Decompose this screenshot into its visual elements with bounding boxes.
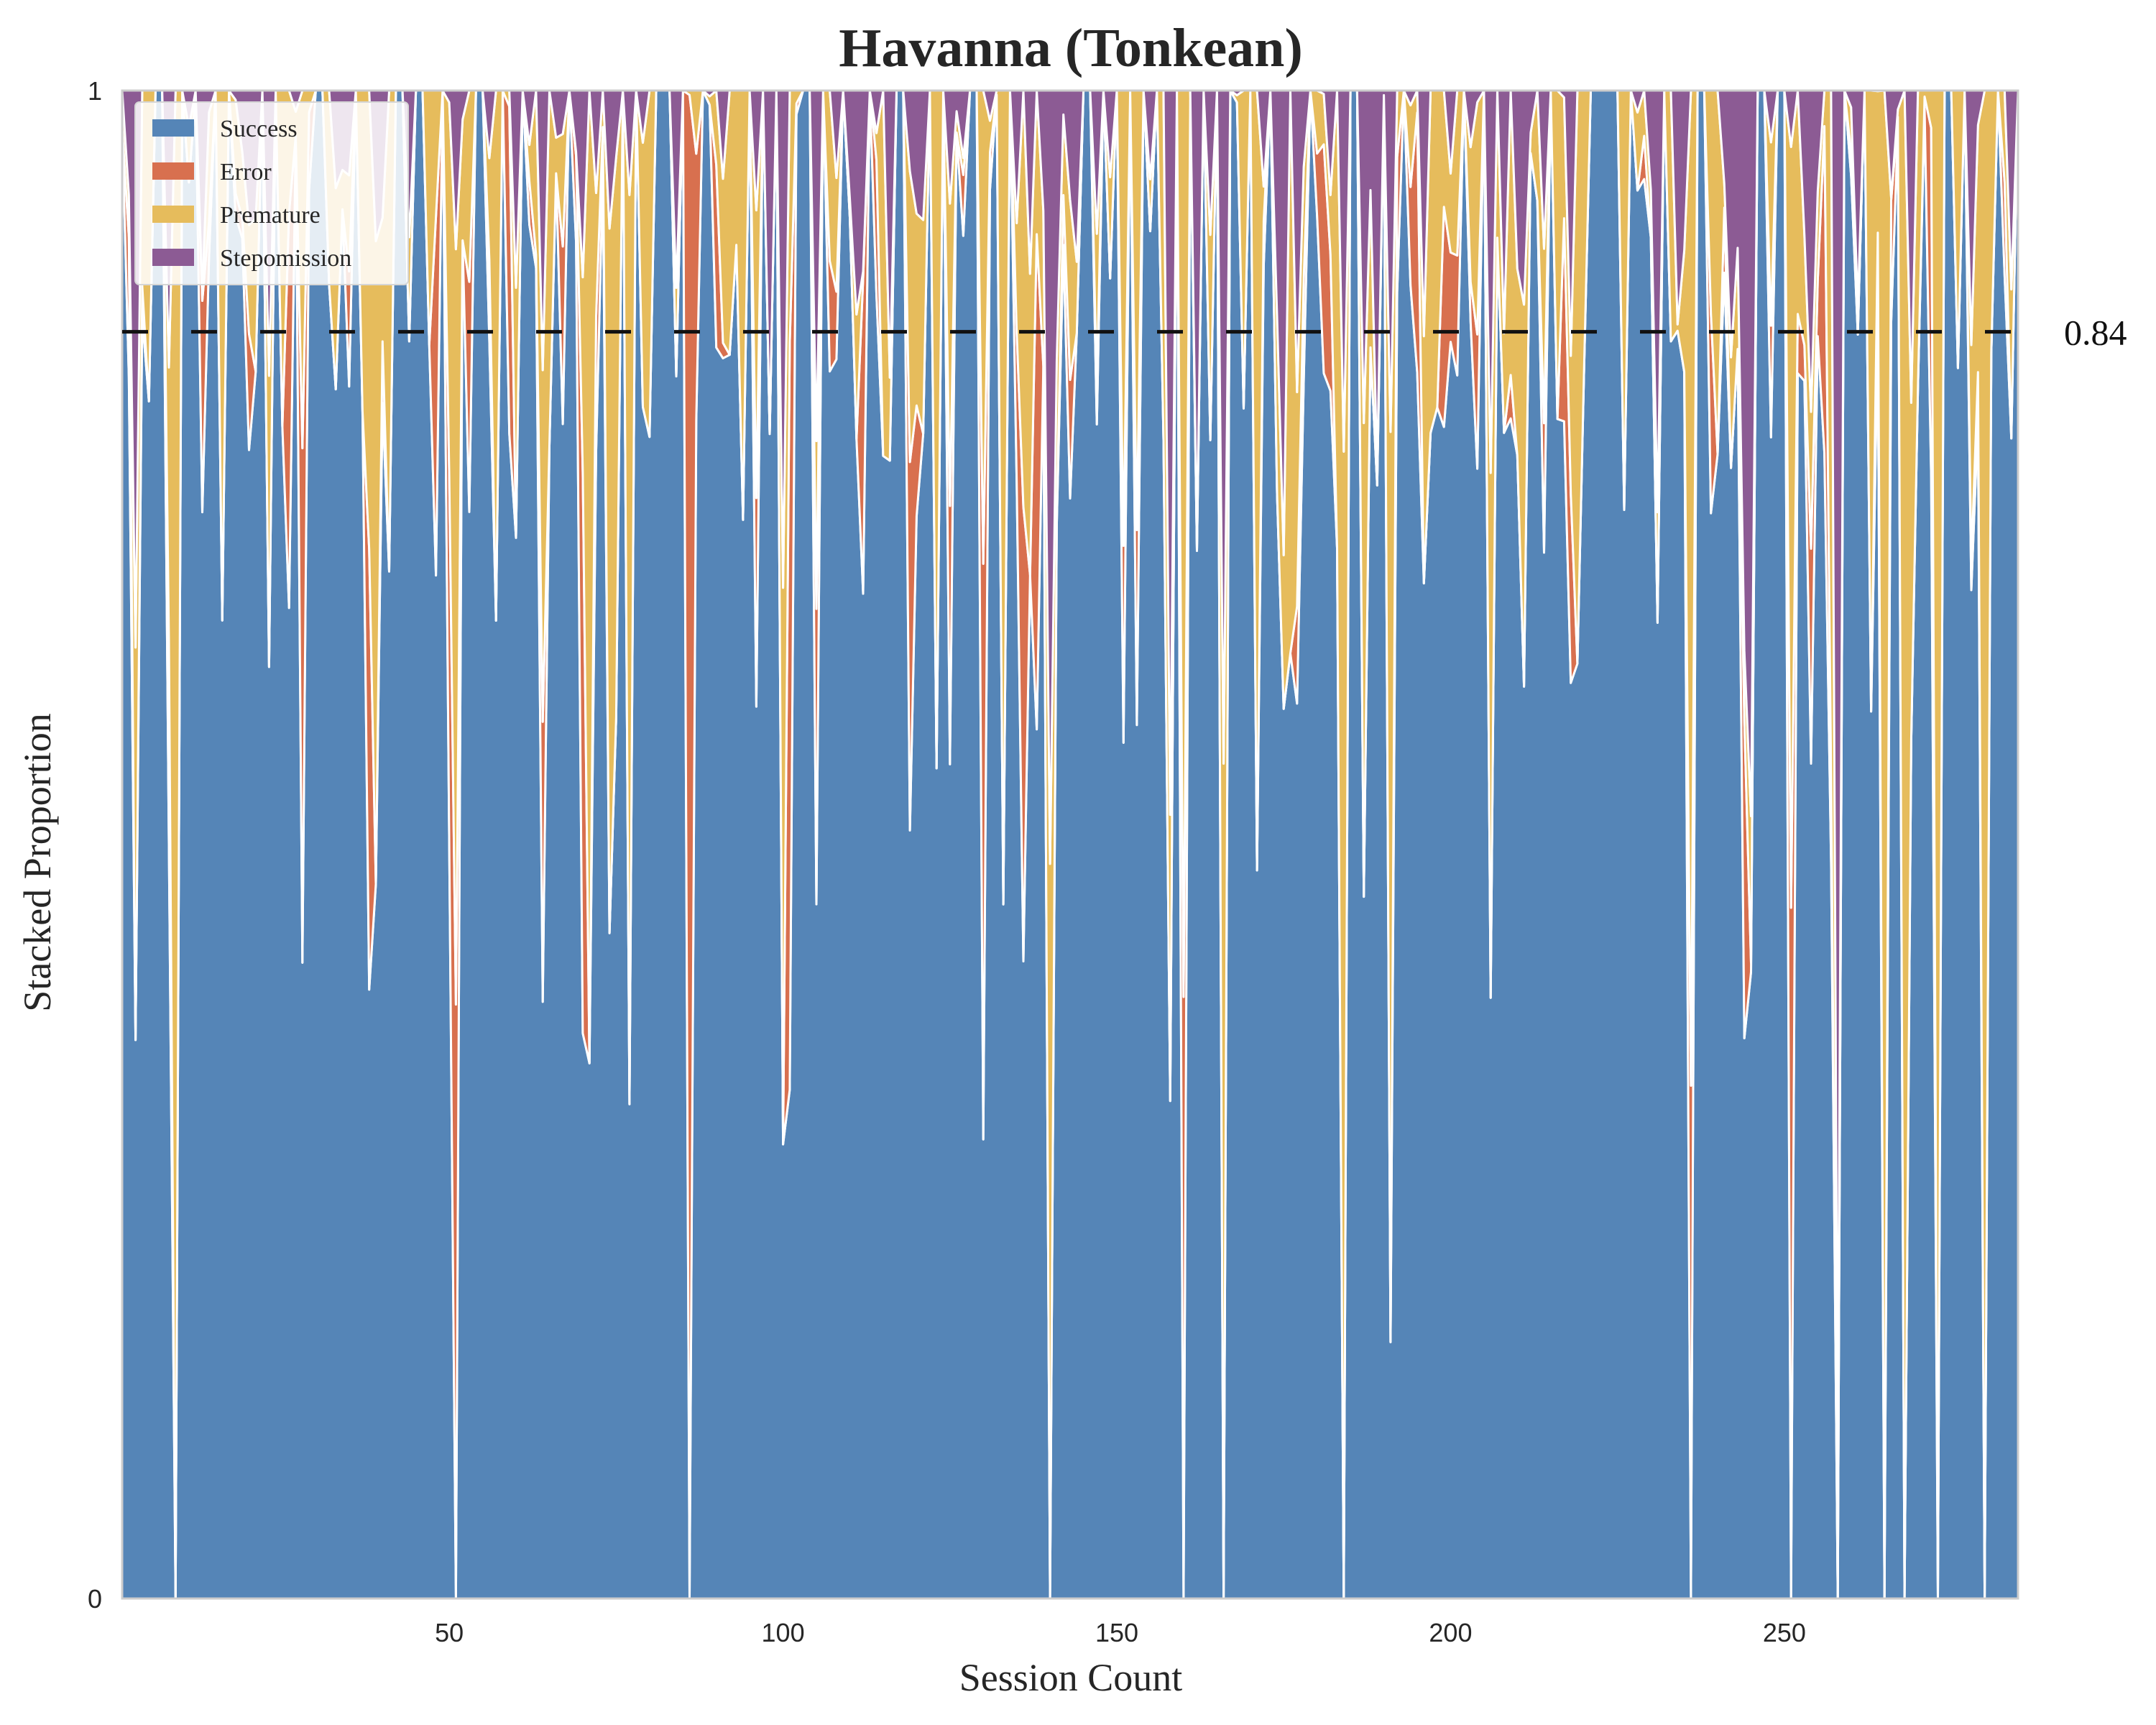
chart-title: Havanna (Tonkean) bbox=[839, 18, 1303, 78]
legend-swatch bbox=[152, 162, 194, 180]
legend-label: Error bbox=[220, 159, 272, 185]
x-tick-label: 50 bbox=[435, 1618, 464, 1647]
x-tick-label: 250 bbox=[1763, 1618, 1806, 1647]
x-tick-label: 200 bbox=[1429, 1618, 1472, 1647]
x-axis-label: Session Count bbox=[959, 1656, 1183, 1699]
reference-line-label: 0.84 bbox=[2064, 313, 2127, 353]
legend-swatch bbox=[152, 249, 194, 266]
reference-line-group: 0.84 bbox=[122, 313, 2127, 353]
x-tick-label: 150 bbox=[1095, 1618, 1138, 1647]
y-tick-label: 1 bbox=[88, 76, 102, 106]
x-tick-label: 100 bbox=[762, 1618, 805, 1647]
legend-label: Success bbox=[220, 116, 298, 142]
legend-swatch bbox=[152, 119, 194, 137]
y-axis: 01 bbox=[88, 76, 102, 1614]
legend-box bbox=[134, 101, 409, 285]
plot-frame bbox=[121, 89, 2019, 1600]
legend: Success Error Premature Stepomission bbox=[134, 101, 409, 285]
x-axis: 50 100 150 200 250 bbox=[435, 1618, 1806, 1647]
legend-label: Premature bbox=[220, 202, 321, 229]
legend-swatch bbox=[152, 206, 194, 223]
y-tick-label: 0 bbox=[88, 1584, 102, 1614]
plot-area bbox=[121, 89, 2019, 1600]
y-axis-label: Stacked Proportion bbox=[16, 713, 59, 1011]
legend-label: Stepomission bbox=[220, 245, 351, 272]
